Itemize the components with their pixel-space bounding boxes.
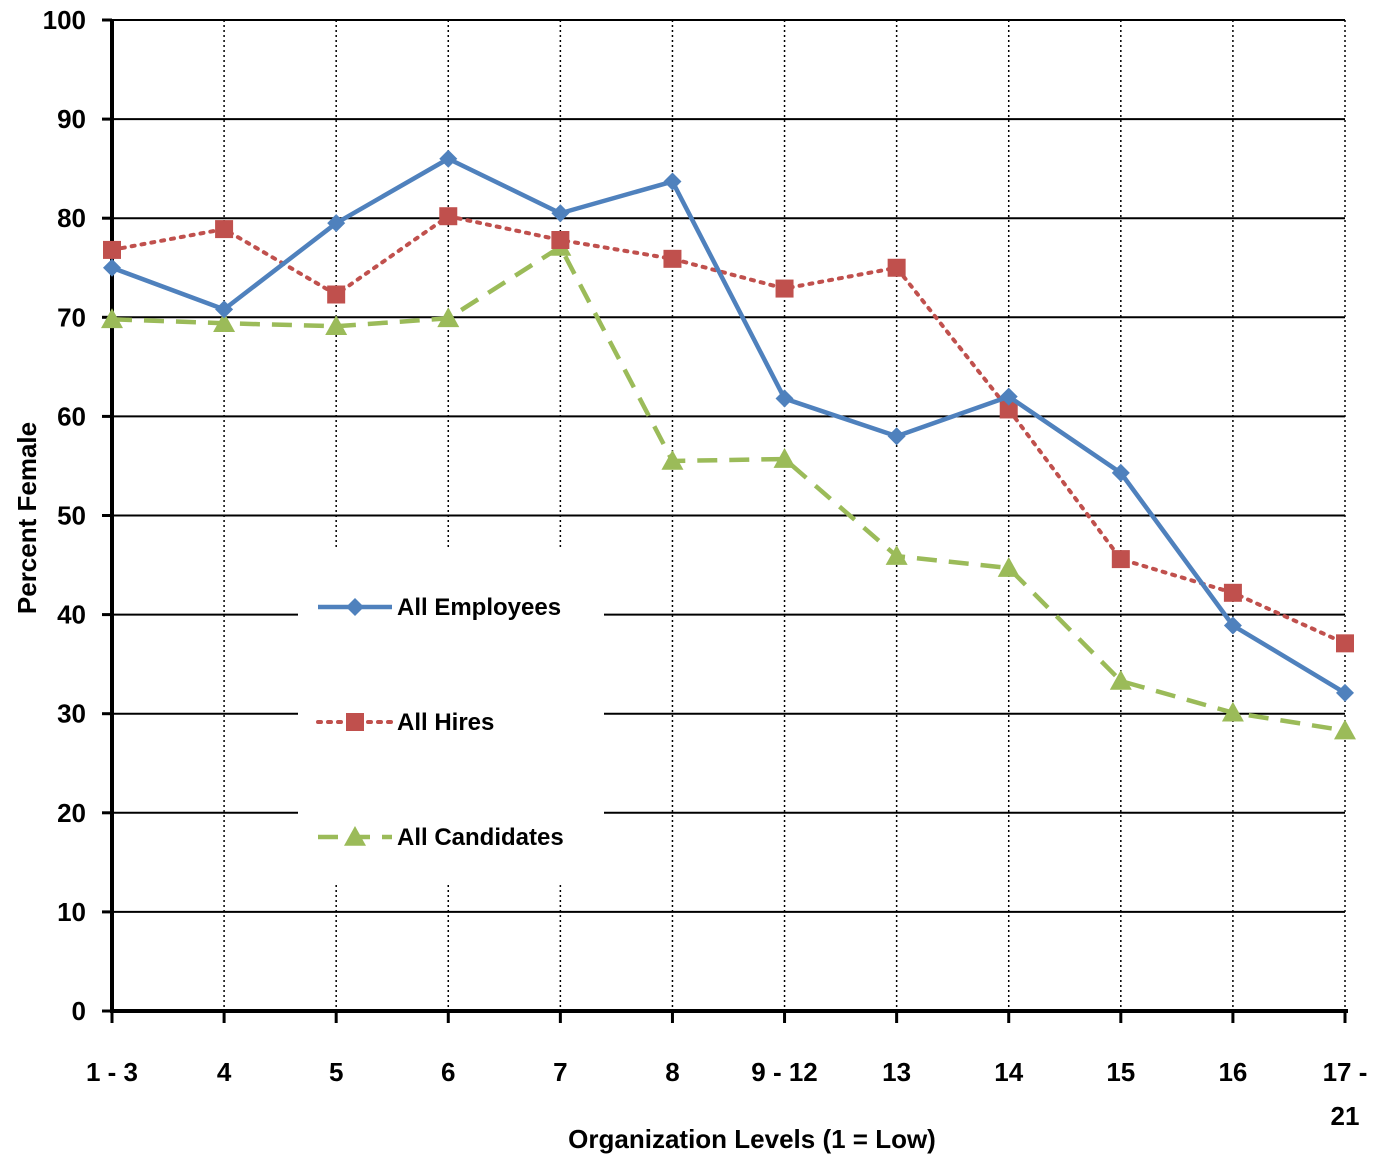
x-tick-label: 9 - 12 [751, 1057, 818, 1087]
triangle-marker [885, 545, 908, 565]
legend-label: All Candidates [397, 824, 564, 851]
x-tick-label: 6 [441, 1057, 455, 1087]
x-tick-label-line: 8 [665, 1057, 679, 1087]
diamond-marker [439, 149, 458, 168]
legend: All Employees All Hires All Candidates [316, 594, 564, 851]
x-tick-label-line: 15 [1106, 1057, 1135, 1087]
triangle-marker [1109, 669, 1132, 690]
square-marker [346, 713, 364, 731]
triangle-marker [325, 315, 348, 336]
y-tick-label: 70 [57, 302, 86, 332]
square-marker [775, 279, 794, 298]
series-all-hires [103, 207, 1354, 653]
square-marker [999, 400, 1018, 419]
legend-label: All Employees [397, 594, 561, 621]
x-tick-label: 15 [1106, 1057, 1135, 1087]
x-tick-label-line: 14 [994, 1057, 1023, 1087]
diamond-marker [887, 427, 906, 446]
triangle-marker [773, 448, 796, 468]
x-tick-label-line: 1 - 3 [86, 1057, 138, 1087]
y-axis-title: Percent Female [12, 422, 42, 614]
square-marker [1336, 634, 1354, 653]
x-tick-label: 14 [994, 1057, 1023, 1087]
y-tick-label: 30 [57, 699, 86, 729]
series-all-candidates [101, 235, 1356, 740]
y-tick-label: 100 [43, 5, 86, 35]
x-tick-label-line: 5 [329, 1057, 343, 1087]
square-marker [663, 249, 682, 268]
triangle-marker [1334, 719, 1356, 740]
series-line [111, 244, 1346, 733]
x-tick-label: 7 [553, 1057, 567, 1087]
series-all-employees [103, 149, 1354, 702]
y-tick-label: 80 [57, 203, 86, 233]
series-line [110, 214, 1347, 646]
square-marker [551, 231, 570, 250]
x-axis-title: Organization Levels (1 = Low) [568, 1124, 936, 1154]
x-tick-label-line: 4 [217, 1057, 232, 1087]
square-marker [327, 285, 346, 304]
square-marker [439, 207, 458, 226]
diamond-marker [775, 389, 794, 408]
legend-item: All Candidates [318, 824, 564, 851]
x-tick-label: 16 [1218, 1057, 1247, 1087]
x-tick-label: 1 - 3 [86, 1057, 138, 1087]
x-tick-label: 4 [217, 1057, 232, 1087]
x-tick-label: 13 [882, 1057, 911, 1087]
series-line [111, 156, 1347, 695]
series-lines [101, 149, 1356, 740]
y-tick-label: 0 [72, 996, 86, 1026]
triangle-marker [997, 557, 1020, 577]
legend-label: All Hires [397, 709, 494, 736]
square-marker [887, 258, 906, 277]
diamond-marker [1111, 463, 1130, 482]
square-marker [1223, 583, 1242, 602]
diamond-marker [551, 204, 570, 223]
triangle-marker [213, 312, 236, 333]
legend-item: All Hires [316, 709, 494, 736]
diamond-marker [999, 387, 1018, 406]
y-tick-label: 90 [57, 104, 86, 134]
x-tick-label: 8 [665, 1057, 679, 1087]
triangle-marker [1221, 701, 1244, 722]
y-tick-label: 50 [57, 501, 86, 531]
square-marker [1111, 550, 1130, 569]
grid-lines [112, 19, 1346, 1011]
legend-item: All Employees [318, 594, 561, 621]
x-tick-label-line: 21 [1331, 1101, 1360, 1131]
triangle-marker [344, 826, 366, 846]
diamond-marker [215, 300, 234, 319]
x-tick-label-line: 9 - 12 [751, 1057, 818, 1087]
diamond-marker [103, 258, 121, 277]
x-tick-label-line: 13 [882, 1057, 911, 1087]
triangle-marker [437, 307, 460, 328]
y-tick-label: 10 [57, 897, 86, 927]
x-tick-label: 5 [329, 1057, 343, 1087]
y-tick-label: 40 [57, 600, 86, 630]
x-tick-label-line: 6 [441, 1057, 455, 1087]
y-tick-label: 60 [57, 401, 86, 431]
diamond-marker [663, 172, 682, 191]
x-tick-label: 17 - 21 [1323, 1057, 1368, 1131]
triangle-marker [101, 308, 123, 329]
x-tick-label-line: 17 - [1323, 1057, 1368, 1087]
diamond-marker [346, 598, 364, 616]
x-tick-label-line: 16 [1218, 1057, 1247, 1087]
triangle-marker [661, 449, 684, 470]
x-tick-label-line: 7 [553, 1057, 567, 1087]
square-marker [103, 240, 121, 259]
axes: 0 10 20 30 40 50 60 70 80 90 100 1 - 3 4 5 6 7 8 9 - 12 13… [43, 5, 1368, 1131]
square-marker [215, 220, 234, 239]
diamond-marker [1223, 616, 1242, 635]
diamond-marker [327, 214, 346, 233]
y-tick-label: 20 [57, 798, 86, 828]
diamond-marker [1336, 683, 1354, 702]
